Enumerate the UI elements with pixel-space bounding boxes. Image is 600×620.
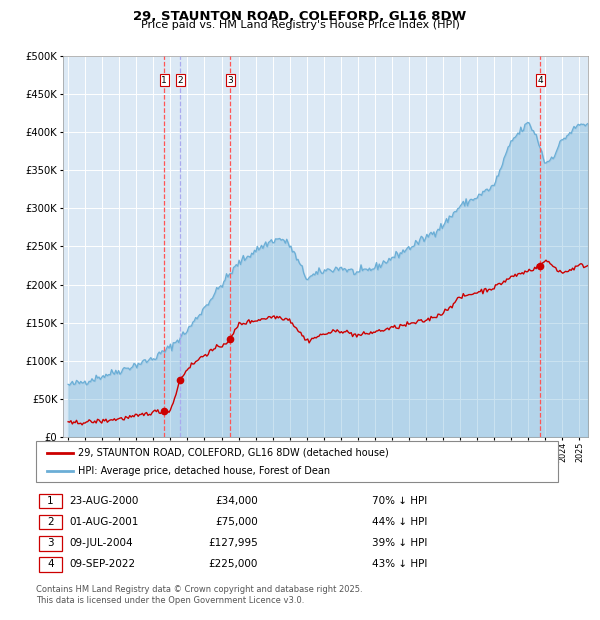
Text: 44% ↓ HPI: 44% ↓ HPI	[372, 517, 427, 527]
Text: 2: 2	[47, 517, 54, 527]
Text: 2: 2	[178, 76, 183, 85]
Text: 43% ↓ HPI: 43% ↓ HPI	[372, 559, 427, 569]
Text: 1: 1	[47, 496, 54, 506]
Text: £34,000: £34,000	[215, 496, 258, 506]
Text: 01-AUG-2001: 01-AUG-2001	[69, 517, 139, 527]
Text: 29, STAUNTON ROAD, COLEFORD, GL16 8DW: 29, STAUNTON ROAD, COLEFORD, GL16 8DW	[133, 10, 467, 23]
Text: 70% ↓ HPI: 70% ↓ HPI	[372, 496, 427, 506]
Text: 4: 4	[537, 76, 543, 85]
Text: Price paid vs. HM Land Registry's House Price Index (HPI): Price paid vs. HM Land Registry's House …	[140, 20, 460, 30]
Text: 4: 4	[47, 559, 54, 569]
Text: 23-AUG-2000: 23-AUG-2000	[69, 496, 139, 506]
Text: Contains HM Land Registry data © Crown copyright and database right 2025.
This d: Contains HM Land Registry data © Crown c…	[36, 585, 362, 604]
Text: 1: 1	[161, 76, 167, 85]
Text: 3: 3	[47, 538, 54, 548]
Text: £75,000: £75,000	[215, 517, 258, 527]
Text: 39% ↓ HPI: 39% ↓ HPI	[372, 538, 427, 548]
Text: 3: 3	[227, 76, 233, 85]
Text: 09-SEP-2022: 09-SEP-2022	[69, 559, 135, 569]
Text: 29, STAUNTON ROAD, COLEFORD, GL16 8DW (detached house): 29, STAUNTON ROAD, COLEFORD, GL16 8DW (d…	[78, 448, 389, 458]
Text: HPI: Average price, detached house, Forest of Dean: HPI: Average price, detached house, Fore…	[78, 466, 330, 476]
Text: £127,995: £127,995	[208, 538, 258, 548]
Text: £225,000: £225,000	[209, 559, 258, 569]
Text: 09-JUL-2004: 09-JUL-2004	[69, 538, 133, 548]
